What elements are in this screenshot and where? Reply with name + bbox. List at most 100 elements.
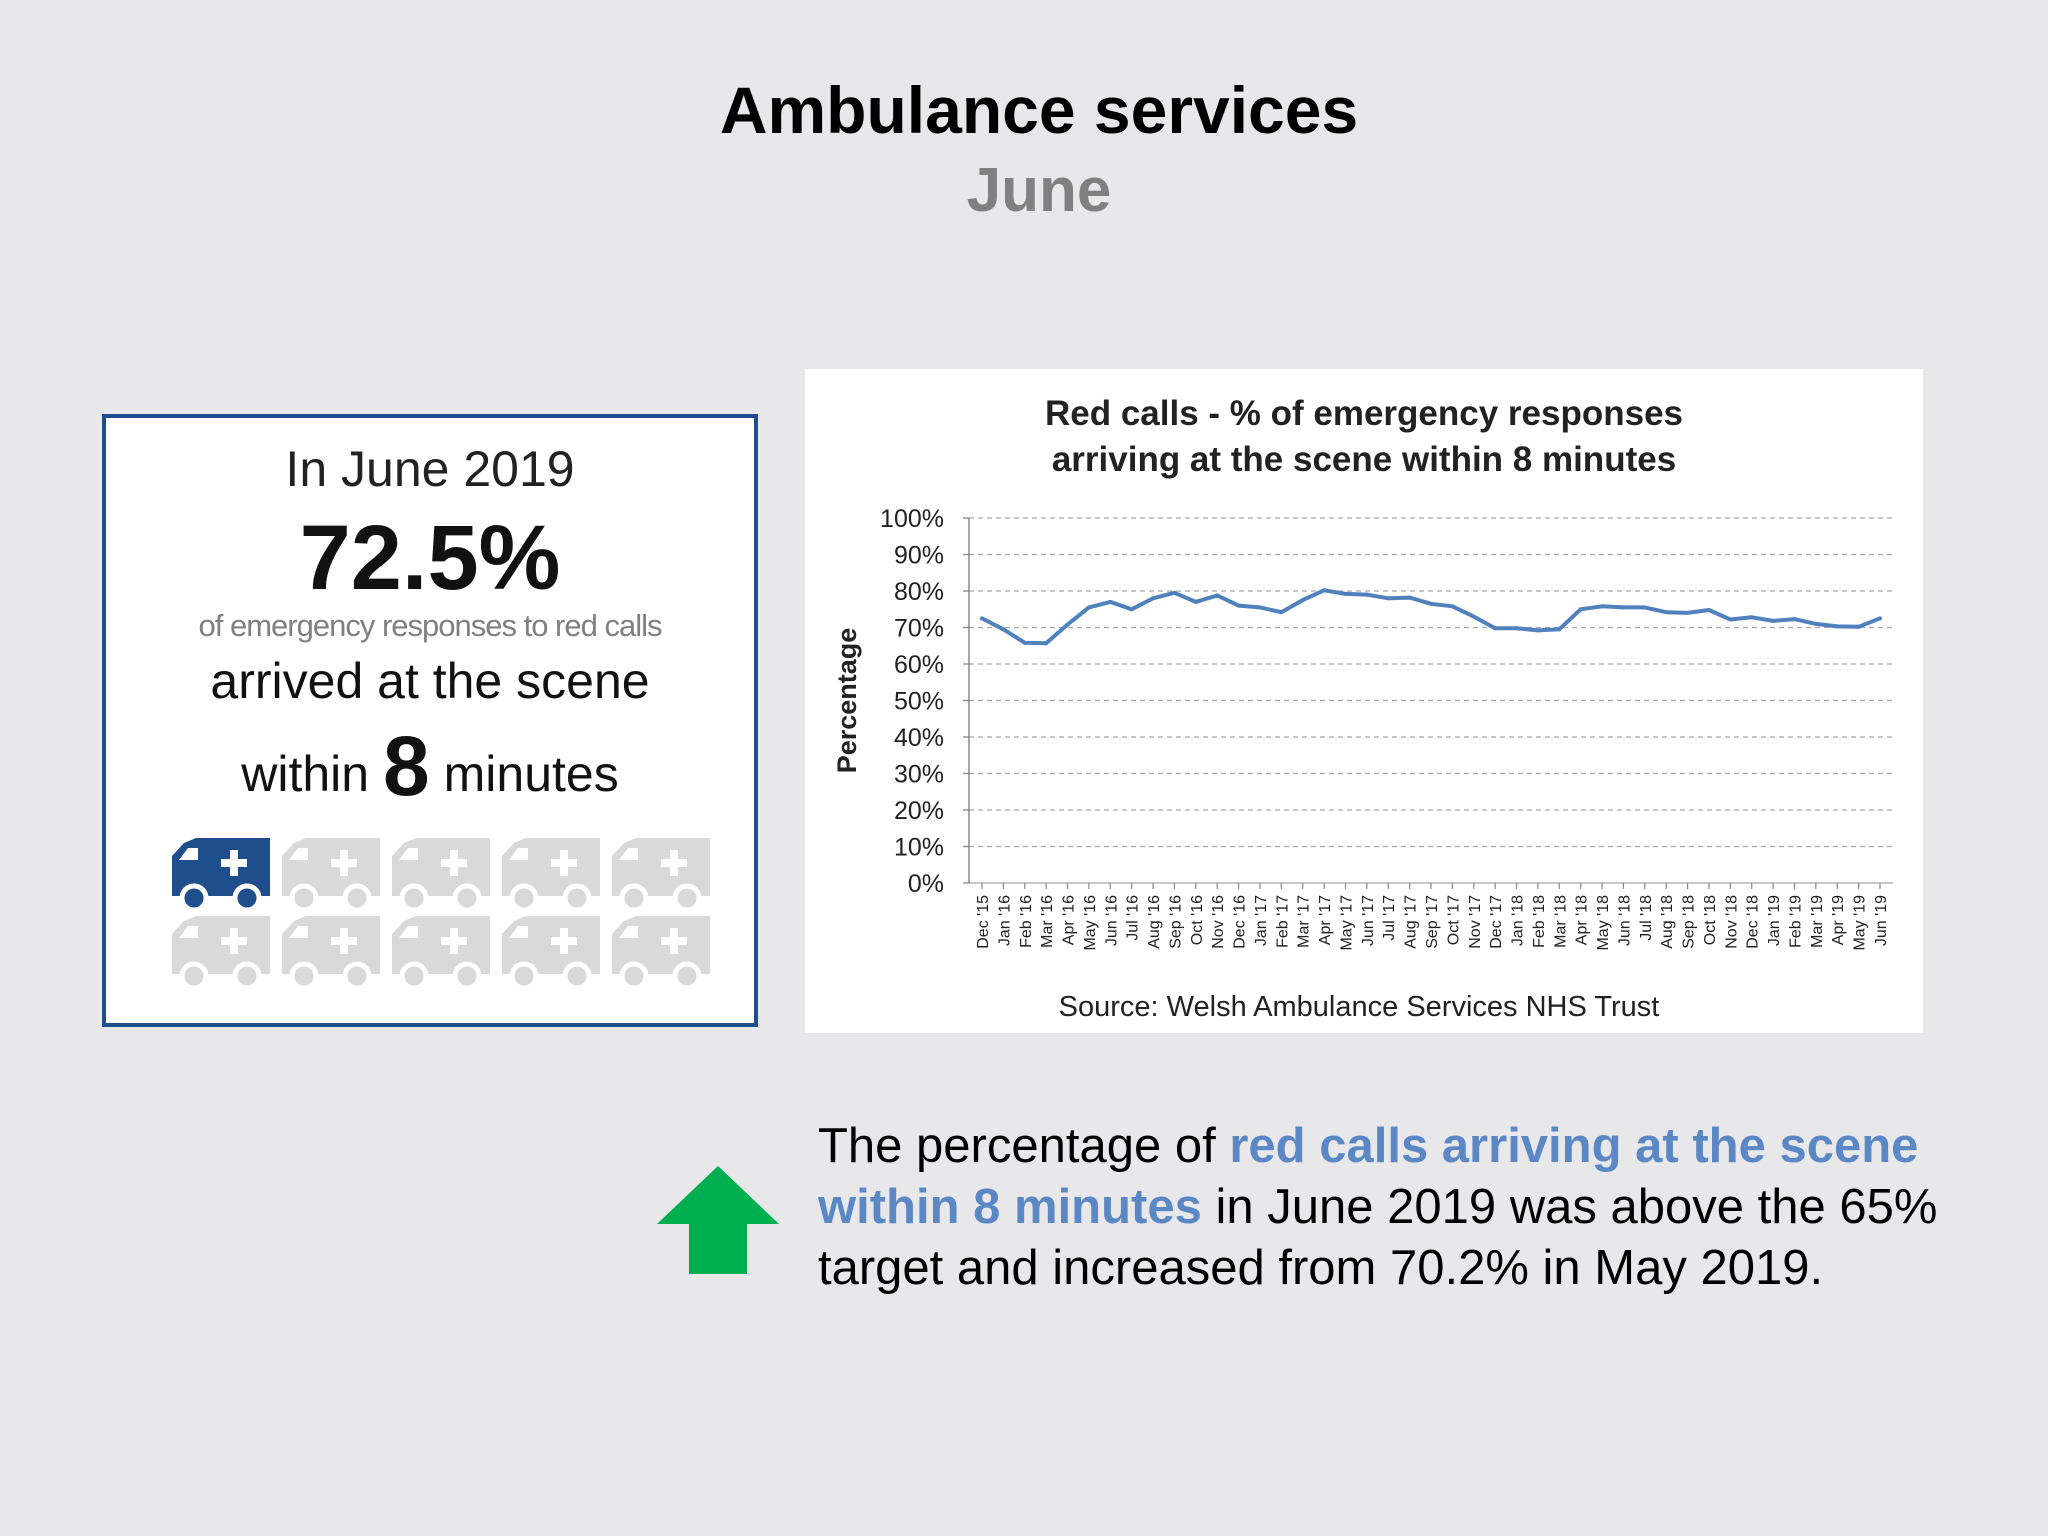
- x-tick-label: Sep '17: [1424, 895, 1441, 949]
- y-tick-label: 80%: [894, 578, 944, 606]
- summary-line-minutes: within 8 minutes: [106, 718, 754, 815]
- data-point: [1813, 621, 1818, 626]
- x-tick-label: Nov '16: [1210, 895, 1227, 949]
- data-point: [1856, 624, 1861, 629]
- data-point: [1749, 615, 1754, 620]
- data-point: [1364, 592, 1369, 597]
- data-point: [1193, 599, 1198, 604]
- x-tick-label: Jun '18: [1616, 895, 1633, 946]
- data-point: [1129, 607, 1134, 612]
- ambulance-fleet-graphic: [172, 838, 712, 988]
- x-tick-label: Aug '17: [1403, 895, 1420, 949]
- ambulance-icon: [172, 838, 270, 910]
- line-chart: Red calls - % of emergency responses arri…: [832, 394, 1893, 1023]
- ambulance-icon: [392, 916, 490, 988]
- x-tick-label: Mar '18: [1552, 895, 1569, 948]
- y-tick-label: 0%: [908, 870, 944, 898]
- data-point: [1771, 618, 1776, 623]
- ambulance-icon: [172, 916, 270, 988]
- data-point: [1878, 616, 1882, 621]
- summary-line-arrived: arrived at the scene: [210, 653, 650, 709]
- x-tick-label: Mar '16: [1039, 895, 1056, 948]
- data-point: [1835, 624, 1840, 629]
- ambulance-icon: [392, 838, 490, 910]
- x-tick-label: Sep '16: [1167, 895, 1184, 949]
- x-tick-label: Jun '19: [1873, 895, 1890, 946]
- x-tick-label: Jan '18: [1510, 895, 1527, 946]
- ambulance-icon: [502, 916, 600, 988]
- chart-title-line: Red calls - % of emergency responses: [1045, 394, 1683, 433]
- x-tick-label: Jan '19: [1766, 895, 1783, 946]
- x-tick-label: May '16: [1082, 895, 1099, 951]
- chart-panel: Red calls - % of emergency responses arri…: [805, 369, 1923, 1033]
- data-point: [1001, 627, 1006, 632]
- series-line: [981, 588, 1881, 646]
- x-tick-label: Apr '17: [1317, 895, 1334, 945]
- data-point: [1172, 590, 1177, 595]
- data-point: [1322, 588, 1327, 593]
- data-point: [1792, 617, 1797, 622]
- x-tick-label: Apr '16: [1061, 895, 1078, 945]
- ambulance-icon: [612, 838, 710, 910]
- x-tick-label: Jul '16: [1125, 895, 1142, 941]
- data-point: [1728, 617, 1733, 622]
- data-point: [1471, 614, 1476, 619]
- ambulance-icon: [502, 838, 600, 910]
- y-tick-label: 100%: [880, 505, 944, 533]
- x-tick-label: May '19: [1852, 895, 1869, 951]
- chart-source: Source: Welsh Ambulance Services NHS Tru…: [1059, 991, 1660, 1023]
- commentary-post: in June 2019 was above the 65% target an…: [818, 1180, 1938, 1295]
- x-tick-label: Feb '18: [1531, 895, 1548, 948]
- page-title: Ambulance services: [719, 73, 1359, 147]
- chart-title-line: arriving at the scene within 8 minutes: [1052, 440, 1676, 479]
- x-tick-label: Jan '16: [996, 895, 1013, 946]
- data-point: [1215, 593, 1220, 598]
- data-point: [1065, 622, 1070, 627]
- data-point: [1022, 640, 1027, 645]
- x-tick-label: May '18: [1595, 895, 1612, 951]
- data-point: [1578, 607, 1583, 612]
- data-point: [980, 616, 984, 621]
- data-point: [1086, 605, 1091, 610]
- x-tick-label: Nov '17: [1467, 895, 1484, 949]
- summary-description: of emergency responses to red calls: [198, 608, 663, 643]
- data-point: [1514, 626, 1519, 631]
- data-point: [1450, 604, 1455, 609]
- data-point: [1044, 641, 1049, 646]
- x-tick-label: Jun '16: [1103, 895, 1120, 946]
- ambulance-icon: [282, 838, 380, 910]
- data-point: [1706, 607, 1711, 612]
- summary-period: In June 2019: [285, 441, 575, 497]
- x-tick-label: Feb '16: [1018, 895, 1035, 948]
- commentary-pre: The percentage of: [818, 1119, 1230, 1173]
- data-point: [1407, 595, 1412, 600]
- x-tick-label: May '17: [1338, 895, 1355, 951]
- data-point: [1386, 596, 1391, 601]
- page-subtitle: June: [966, 156, 1112, 225]
- x-tick-label: Mar '17: [1296, 895, 1313, 948]
- x-tick-label: Aug '18: [1659, 895, 1676, 949]
- y-tick-label: 50%: [894, 688, 944, 716]
- data-point: [1151, 596, 1156, 601]
- y-tick-label: 40%: [894, 724, 944, 752]
- x-tick-label: Oct '16: [1189, 895, 1206, 945]
- data-point: [1621, 605, 1626, 610]
- data-point: [1236, 603, 1241, 608]
- commentary-highlight: red calls arriving at the scene within 8…: [818, 1119, 1919, 1234]
- x-tick-label: Dec '18: [1745, 895, 1762, 949]
- y-axis-label: Percentage: [832, 628, 862, 774]
- x-tick-label: Jul '17: [1381, 895, 1398, 941]
- x-tick-label: Sep '18: [1681, 895, 1698, 949]
- y-tick-label: 30%: [894, 761, 944, 789]
- y-tick-label: 70%: [894, 615, 944, 643]
- x-tick-label: Nov '18: [1723, 895, 1740, 949]
- minutes-text: minutes: [443, 746, 619, 802]
- data-point: [1257, 605, 1262, 610]
- data-point: [1343, 591, 1348, 596]
- x-tick-label: Jun '17: [1360, 895, 1377, 946]
- x-tick-label: Dec '15: [975, 895, 992, 949]
- ambulance-icon: [612, 916, 710, 988]
- within-text: within: [241, 746, 370, 802]
- data-point: [1557, 627, 1562, 632]
- minutes-number: 8: [383, 719, 430, 813]
